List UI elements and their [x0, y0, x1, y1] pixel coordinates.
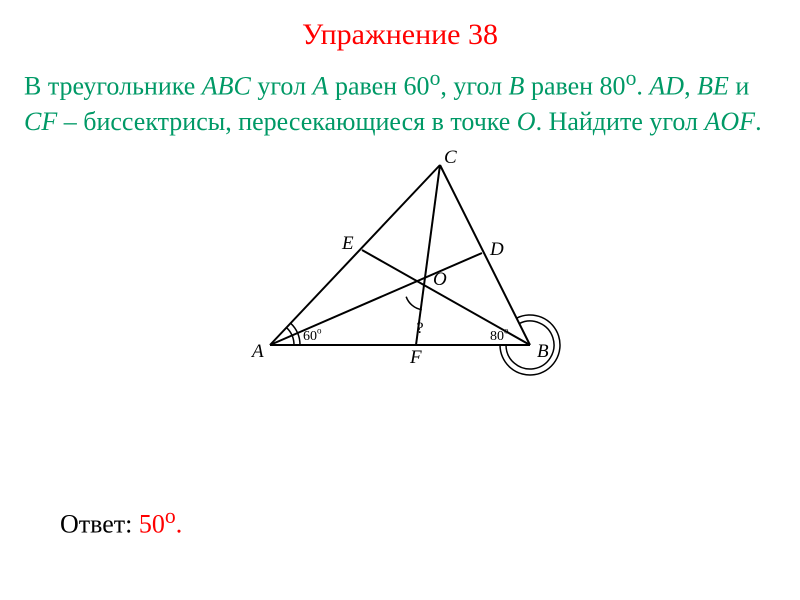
text: угол — [251, 72, 313, 101]
var-cf: CF — [24, 107, 57, 136]
answer-value: 50 — [132, 510, 165, 539]
answer-end: . — [176, 510, 183, 539]
problem-statement: В треугольнике ABC угол A равен 60о, уго… — [0, 52, 800, 139]
svg-text:D: D — [489, 239, 504, 260]
diagram-container: A B C D E F O 60о 80о? — [0, 145, 800, 385]
text: . — [755, 107, 762, 136]
text: , — [684, 72, 697, 101]
svg-text:F: F — [409, 347, 422, 368]
text: равен 80 — [524, 72, 625, 101]
answer-degree: о — [165, 504, 176, 528]
var-o: O — [517, 107, 536, 136]
title-text: Упражнение 38 — [302, 18, 498, 51]
text: . Найдите угол — [536, 107, 705, 136]
svg-text:C: C — [444, 147, 457, 168]
svg-text:B: B — [537, 341, 549, 362]
degree: о — [626, 66, 637, 90]
text: – биссектрисы, пересекающиеся в точке — [57, 107, 517, 136]
svg-text:80о: 80о — [490, 326, 509, 344]
text: и — [729, 72, 749, 101]
svg-text:O: O — [433, 269, 447, 290]
var-be: BE — [697, 72, 729, 101]
answer-label: Ответ: — [60, 510, 132, 539]
answer-block: Ответ: 50о. — [60, 504, 182, 540]
var-b: B — [509, 72, 525, 101]
text: , угол — [440, 72, 508, 101]
svg-text:?: ? — [416, 320, 423, 337]
var-aof: AOF — [705, 107, 756, 136]
text: равен 60 — [328, 72, 429, 101]
degree: о — [430, 66, 441, 90]
var-a: A — [313, 72, 329, 101]
text: В треугольнике — [24, 72, 202, 101]
svg-text:E: E — [341, 233, 354, 254]
text: . — [636, 72, 649, 101]
exercise-title: Упражнение 38 — [0, 0, 800, 52]
svg-text:60о: 60о — [303, 326, 322, 344]
triangle-diagram: A B C D E F O 60о 80о? — [230, 145, 570, 385]
var-ad: AD — [649, 72, 684, 101]
svg-text:A: A — [250, 341, 264, 362]
var-abc: ABC — [202, 72, 251, 101]
